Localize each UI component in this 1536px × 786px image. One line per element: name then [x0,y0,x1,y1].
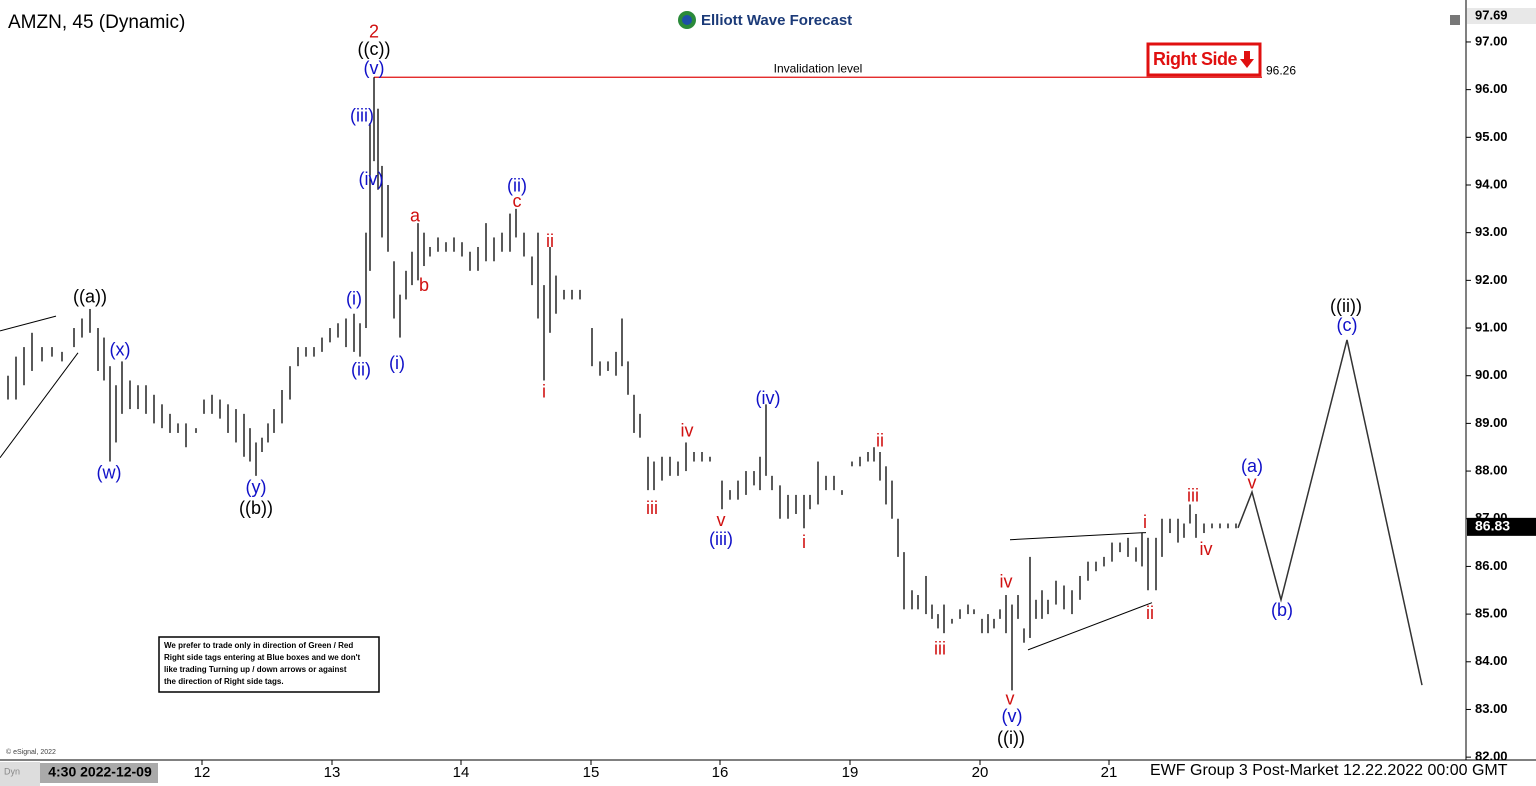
trendline [0,315,57,332]
x-tick-label: 15 [583,764,600,781]
x-tick-label: 14 [453,764,470,781]
wave-label: (ii) [507,176,527,196]
wave-label: iv [1200,539,1213,559]
wave-label: (x) [110,340,131,360]
wave-label: ii [876,431,884,451]
wave-label: iii [646,498,658,518]
wave-label: i [1143,512,1147,532]
wave-label: a [410,206,421,226]
last-price-box [1467,517,1536,536]
note-box [158,636,380,693]
x-tick-label: 13 [324,764,341,781]
wave-label: b [419,275,429,295]
wave-label: (i) [346,289,362,309]
invalidation-label: Invalidation level [774,61,863,75]
x-tick-label: 12 [194,764,211,781]
y-tick-label: 91.00 [1475,319,1508,334]
y-tick-label: 96.00 [1475,81,1508,96]
y-tick-label: 83.00 [1475,701,1508,716]
copyright: © eSignal, 2022 [6,748,56,756]
wave-label: ii [1146,603,1154,623]
top-price-label: 97.69 [1475,7,1508,22]
wave-label: (iii) [709,529,733,549]
wave-label: iii [934,639,946,659]
corner-box [0,762,40,786]
x-tick-label: 20 [972,764,989,781]
x-tick-label: 21 [1101,764,1118,781]
x-tick-label: 16 [712,764,729,781]
wave-label: (v) [364,58,385,78]
note-line: Right side tags entering at Blue boxes a… [164,653,360,662]
wave-label: (iv) [756,388,781,408]
wave-label: i [802,532,806,552]
note-line: We prefer to trade only in direction of … [164,641,353,650]
wave-label: v [1006,689,1015,709]
wave-label: ((c)) [358,39,391,59]
invalidation-value: 96.26 [1266,63,1296,77]
chart-title: AMZN, 45 (Dynamic) [8,12,185,33]
y-tick-label: 90.00 [1475,367,1508,382]
wave-label: (ii) [351,360,371,380]
y-tick-label: 92.00 [1475,272,1508,287]
wave-label: (iii) [350,106,374,126]
top-price-box [1467,8,1536,24]
footer: EWF Group 3 Post-Market 12.22.2022 00:00… [1150,762,1508,779]
wave-label: v [717,510,726,530]
wave-label: i [542,382,546,402]
wave-label: v [1248,473,1257,493]
wave-label: iv [1000,571,1013,591]
y-tick-label: 86.00 [1475,558,1508,573]
wave-label: ((a)) [73,287,107,307]
window-icon [1450,15,1460,25]
y-tick-label: 97.00 [1475,33,1508,48]
logo-text: Elliott Wave Forecast [701,12,852,29]
wave-label: c [513,191,522,211]
wave-label: (c) [1337,315,1358,335]
y-tick-label: 89.00 [1475,415,1508,430]
note-line: like trading Turning up / down arrows or… [164,665,347,674]
trendline [0,352,79,459]
wave-label: ((ii)) [1330,296,1362,316]
cursor-label-box [40,763,158,783]
trendline [1027,602,1153,651]
y-tick-label: 93.00 [1475,224,1508,239]
wave-label: (y) [246,477,267,497]
wave-label: (v) [1002,706,1023,726]
wave-label: iii [1187,486,1199,506]
y-tick-label: 95.00 [1475,129,1508,144]
wave-label: iv [681,421,694,441]
projection-path [1237,339,1423,686]
y-tick-label: 88.00 [1475,463,1508,478]
last-price-label: 86.83 [1475,518,1510,534]
wave-label: (b) [1271,600,1293,620]
wave-label: 2 [369,22,379,42]
trendline [1009,532,1147,541]
note: We prefer to trade only in direction of … [158,636,380,693]
footer-box [1146,762,1536,786]
x-tick-label: 19 [842,764,859,781]
logo-icon-inner [682,15,692,25]
wave-label: ((i)) [997,728,1025,748]
right-side-tag: Right Side [1146,42,1262,77]
tag-arrow [1240,51,1254,68]
wave-label: (iv) [359,169,384,189]
y-tick-label: 85.00 [1475,606,1508,621]
wave-label: (i) [389,353,405,373]
y-tick-label: 84.00 [1475,653,1508,668]
wave-label: ii [546,231,554,251]
tag-text: Right Side [1153,49,1237,69]
wave-label: ((b)) [239,498,273,518]
cursor-label: 4:30 2022-12-09 [48,764,152,780]
note-line: the direction of Right side tags. [164,677,284,686]
y-tick-label: 94.00 [1475,176,1508,191]
wave-label: (a) [1241,456,1263,476]
wave-label: (w) [97,463,122,483]
logo: Elliott Wave Forecast [678,11,852,29]
y-tick-label: 82.00 [1475,749,1508,764]
corner-text: Dyn [4,766,20,776]
